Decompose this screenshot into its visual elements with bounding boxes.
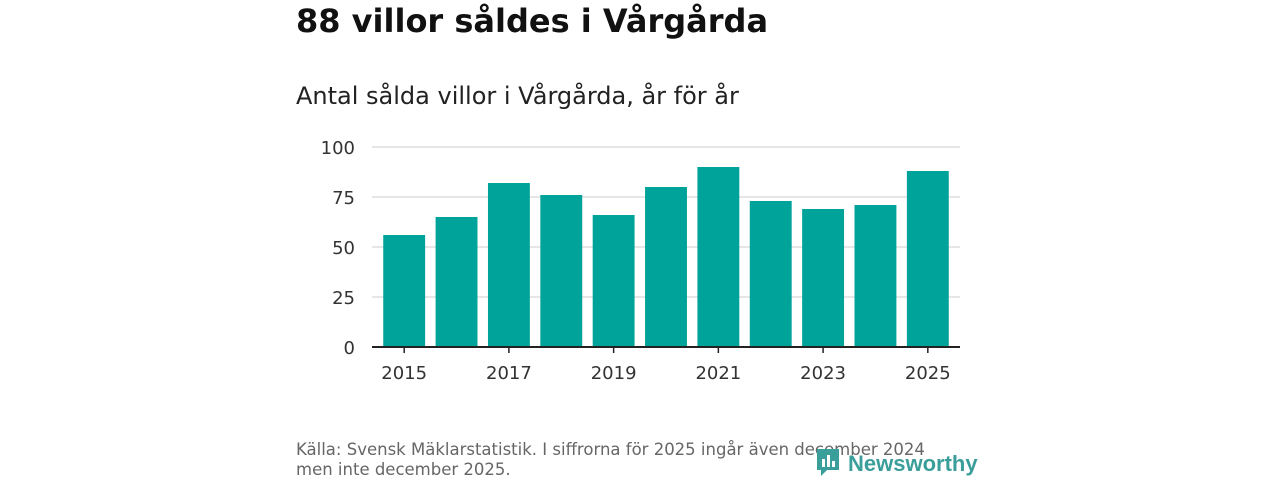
- bar-chart: 0 25 50 75 100 2015 2017 2019 2021 2023 2025: [321, 138, 960, 384]
- x-tick-label-2025: 2025: [905, 363, 951, 384]
- bar-2023: [802, 209, 845, 347]
- newsworthy-logo-icon: [814, 446, 842, 482]
- brand-name: Newsworthy: [848, 451, 978, 476]
- y-tick-label-25: 25: [332, 288, 355, 309]
- bar-2020: [645, 187, 687, 347]
- bar-2015: [383, 235, 426, 347]
- y-tick-label-0: 0: [344, 338, 355, 359]
- x-tick-label-2021: 2021: [695, 363, 741, 384]
- x-tick-label-2019: 2019: [591, 363, 637, 384]
- x-tick-label-2015: 2015: [381, 363, 427, 384]
- bar-2016: [435, 217, 478, 347]
- bars: [383, 167, 949, 347]
- y-tick-label-50: 50: [332, 238, 355, 259]
- source-note: Källa: Svensk Mäklarstatistik. I siffror…: [296, 440, 925, 479]
- bar-2022: [749, 201, 792, 347]
- x-tick-label-2023: 2023: [800, 363, 846, 384]
- bar-2018: [540, 195, 583, 347]
- y-tick-label-100: 100: [321, 138, 355, 159]
- chart-subtitle: Antal sålda villor i Vårgårda, år för år: [296, 82, 739, 110]
- bar-2024: [854, 205, 897, 347]
- y-tick-label-75: 75: [332, 188, 355, 209]
- chart-title: 88 villor såldes i Vårgårda: [296, 2, 769, 40]
- brand-logo[interactable]: Newsworthy: [814, 446, 978, 482]
- bar-2025: [906, 171, 949, 347]
- bar-2017: [487, 183, 530, 347]
- bar-2021: [697, 167, 740, 347]
- x-tick-label-2017: 2017: [486, 363, 532, 384]
- tick-labels: 0 25 50 75 100 2015 2017 2019 2021 2023 2025: [321, 138, 951, 384]
- bar-2019: [592, 215, 635, 347]
- axes: [372, 346, 960, 353]
